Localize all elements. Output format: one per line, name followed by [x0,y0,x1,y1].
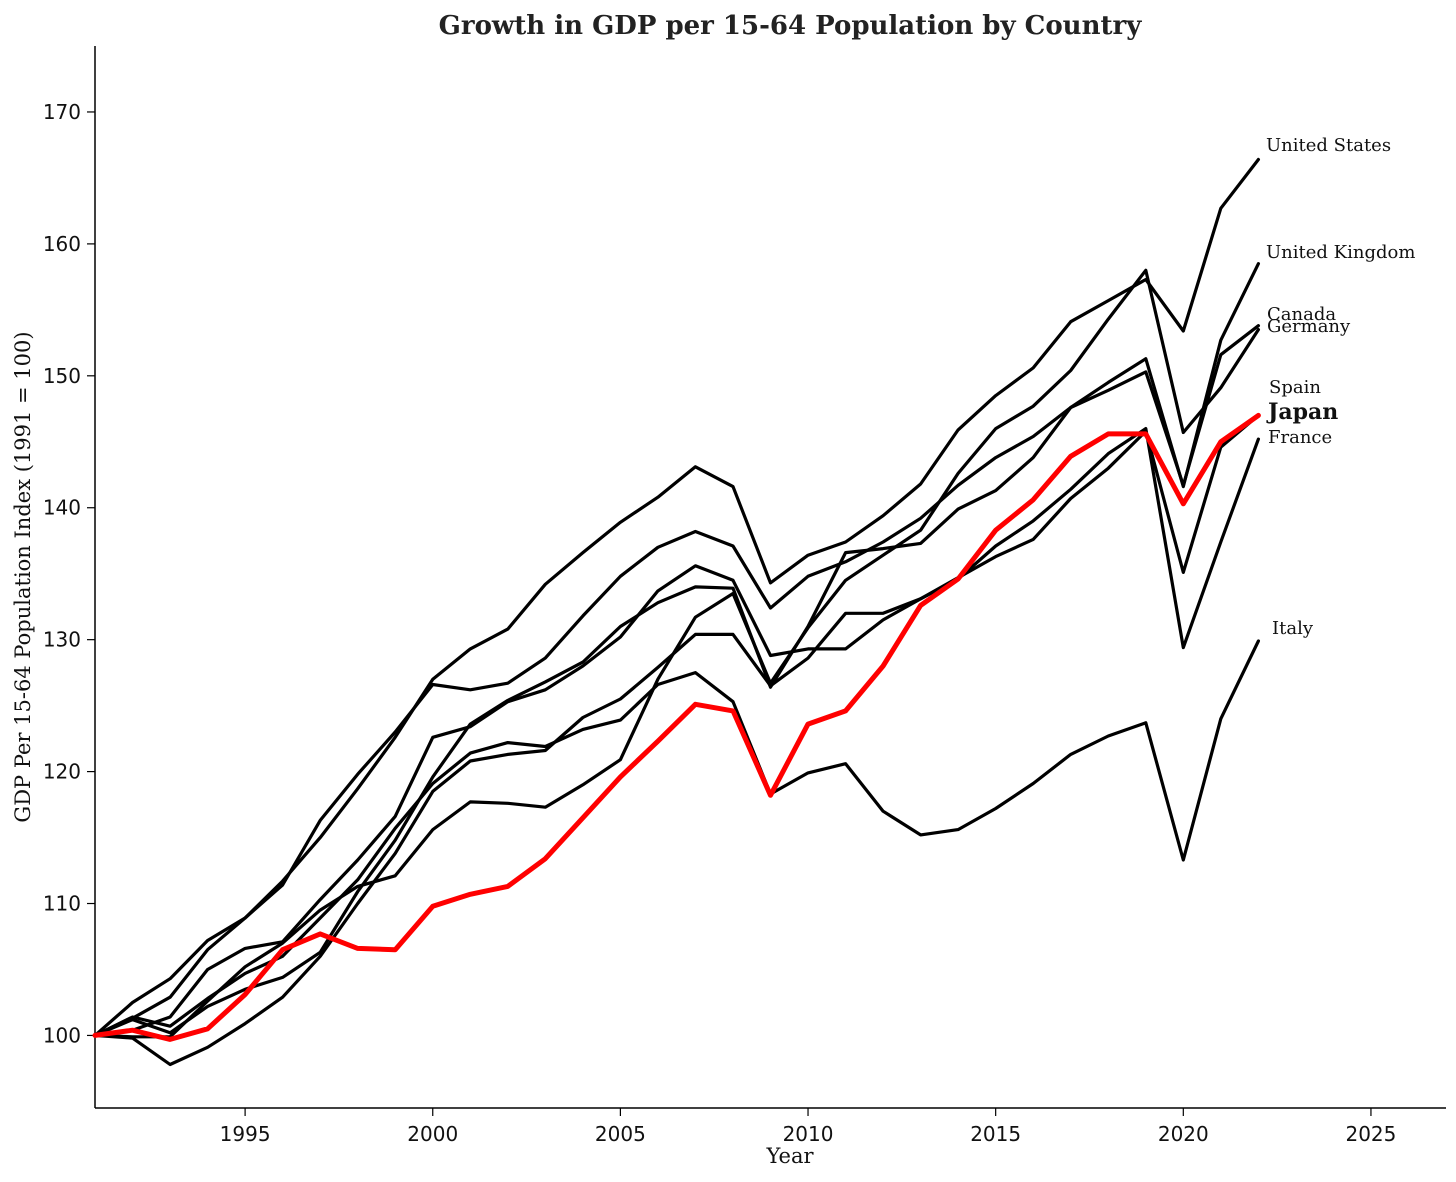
series-line-canada [93,413,1261,1038]
series-label-italy: Italy [1272,618,1314,639]
series-label-germany: Germany [1267,316,1351,337]
x-tick-label: 2015 [970,1122,1021,1146]
y-tick-label: 140 [43,496,81,520]
y-tick-label: 160 [43,232,81,256]
series-lines [92,157,1261,1067]
series-line-germany [93,639,1261,1038]
x-tick-label: 2000 [407,1122,458,1146]
x-tick-label: 2025 [1345,1122,1396,1146]
series-label-spain: Spain [1269,377,1321,398]
series-label-canada: Canada [1267,304,1336,325]
chart-title: Growth in GDP per 15-64 Population by Co… [439,11,1143,41]
series-line-italy [93,268,1261,1039]
x-tick-label: 2020 [1158,1122,1209,1146]
y-tick-label: 120 [43,760,81,784]
y-tick-label: 100 [43,1023,81,1047]
series-label-japan: Japan [1266,399,1338,425]
x-tick-label: 1995 [220,1122,271,1146]
x-tick-label: 2005 [595,1122,646,1146]
y-tick-label: 150 [43,364,81,388]
x-axis-ticks: 1995 2000 2005 2010 2015 2020 2025 [220,1108,1396,1146]
series-line-japan [92,412,1261,1042]
axes [94,46,1446,1109]
x-axis-label: Year [765,1144,814,1168]
series-line-united-states [93,324,1261,1038]
y-tick-label: 170 [43,100,81,124]
y-axis-ticks: 100 110 120 130 140 150 160 170 [43,100,95,1047]
y-axis-label: GDP Per 15-64 Population Index (1991 = 1… [11,331,35,822]
series-labels: United States United Kingdom CanadaGermany… [1266,135,1415,639]
series-line-united-kingdom [93,157,1261,1038]
series-line-spain [93,262,1261,1038]
y-tick-label: 110 [43,892,81,916]
x-tick-label: 2010 [783,1122,834,1146]
series-label-france: France [1268,427,1332,448]
series-label-united-states: United States [1266,135,1391,156]
series-label-united-kingdom: United Kingdom [1266,242,1415,263]
y-tick-label: 130 [43,628,81,652]
